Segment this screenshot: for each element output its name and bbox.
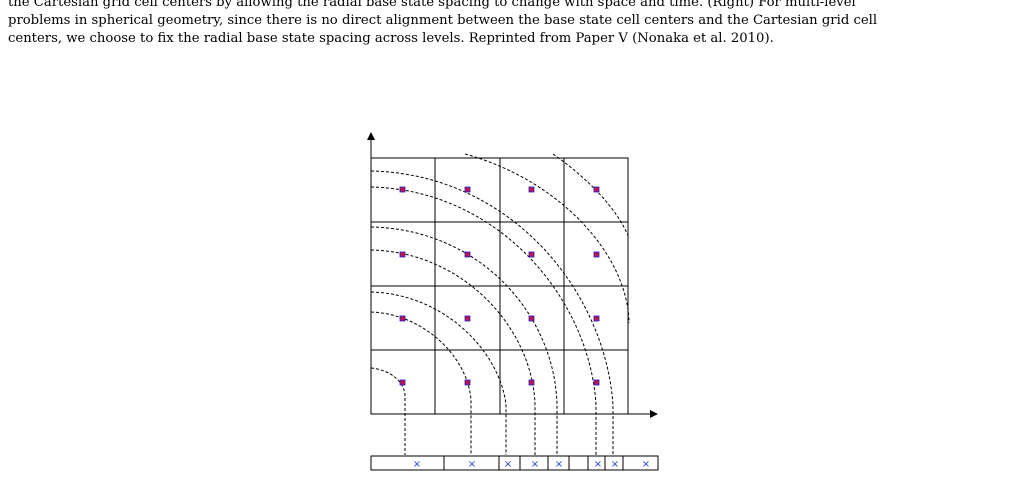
caption-line: centers, we choose to fix the radial bas…	[8, 31, 774, 46]
radial-arc	[370, 311, 472, 455]
radial-arc	[370, 291, 507, 455]
cell-center-marker	[528, 379, 535, 386]
radial-arc	[464, 153, 630, 324]
axes	[367, 132, 658, 418]
cell-center-marker	[593, 251, 600, 258]
base-state-strip-outline	[370, 455, 659, 471]
cell-center-marker	[464, 315, 471, 322]
cell-center-marker	[593, 315, 600, 322]
cell-center-marker	[399, 379, 406, 386]
base-state-marker: ×	[642, 459, 650, 470]
base-state-marker: ×	[531, 459, 539, 470]
cell-center-markers	[399, 186, 600, 386]
cartesian-grid	[370, 157, 629, 415]
cell-center-marker	[593, 186, 600, 193]
cell-center-marker	[528, 315, 535, 322]
base-state-strip: × × × × × × × ×	[370, 455, 659, 471]
caption-line: the Cartesian grid cell centers by allow…	[8, 0, 856, 10]
bottom-edge-fragment	[0, 494, 1035, 499]
base-state-marker: ×	[555, 459, 563, 470]
cell-center-marker	[464, 251, 471, 258]
cell-center-marker	[399, 186, 406, 193]
base-state-marker: ×	[468, 459, 476, 470]
radial-arc	[370, 186, 597, 455]
cell-center-marker	[528, 186, 535, 193]
base-state-marker: ×	[413, 459, 421, 470]
cell-center-marker	[399, 315, 406, 322]
caption-line: problems in spherical geometry, since th…	[8, 13, 878, 28]
cell-center-marker	[399, 251, 406, 258]
radial-arc	[370, 249, 536, 455]
radial-arc	[370, 226, 558, 455]
cell-center-marker	[464, 186, 471, 193]
radial-arc	[370, 367, 406, 455]
radial-arc	[370, 170, 614, 455]
figure-caption: the Cartesian grid cell centers by allow…	[8, 0, 1033, 48]
cell-center-marker	[593, 379, 600, 386]
base-state-marker: ×	[594, 459, 602, 470]
base-state-marker: ×	[611, 459, 619, 470]
radial-arcs	[370, 153, 630, 455]
base-state-marker: ×	[504, 459, 512, 470]
cell-center-marker	[464, 379, 471, 386]
cell-center-marker	[528, 251, 535, 258]
